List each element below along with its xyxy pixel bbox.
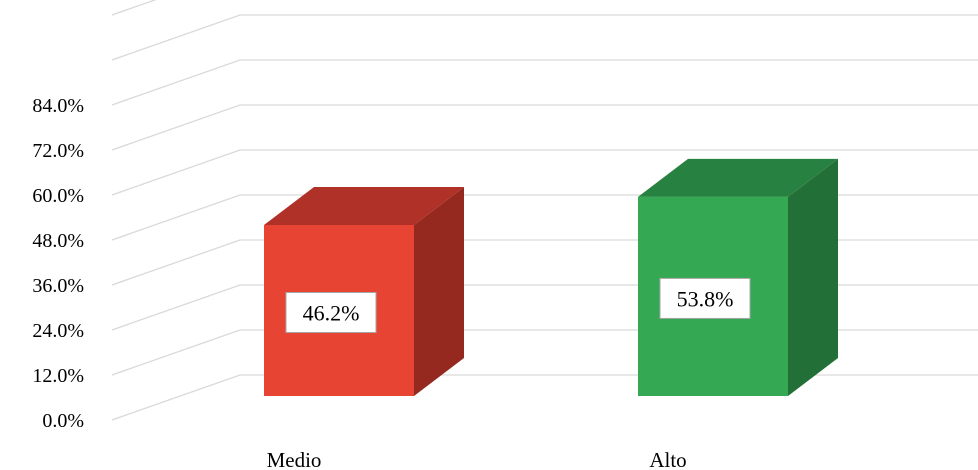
gridline — [111, 374, 978, 421]
gridline — [111, 59, 978, 106]
bar-side — [788, 158, 838, 396]
y-axis-ticks: 0.0% 12.0% 24.0% 36.0% 48.0% 60.0% 72.0% 84.0% — [32, 95, 84, 432]
bar-alto: 53.8% — [638, 158, 838, 396]
gridline — [111, 14, 978, 61]
data-label: 46.2% — [303, 301, 360, 326]
gridline — [111, 284, 978, 331]
gridline — [111, 194, 978, 241]
gridline — [111, 239, 978, 286]
bar-top — [264, 187, 464, 225]
gridline — [111, 104, 978, 151]
y-tick-label: 12.0% — [32, 365, 84, 387]
x-axis-categories: Medio Alto — [267, 448, 687, 470]
data-label-box — [659, 277, 751, 319]
gridlines — [111, 0, 978, 421]
y-tick-label: 72.0% — [32, 140, 84, 162]
y-tick-label: 0.0% — [42, 410, 84, 432]
gridline — [111, 0, 157, 16]
gridline — [111, 149, 978, 196]
y-tick-label: 48.0% — [32, 230, 84, 252]
data-label: 53.8% — [677, 286, 734, 311]
x-category-label: Medio — [267, 448, 322, 470]
bar-side — [414, 187, 464, 396]
bar-medio: 46.2% — [264, 187, 464, 396]
y-tick-label: 36.0% — [32, 275, 84, 297]
bar-top — [638, 158, 838, 197]
y-tick-label: 84.0% — [32, 95, 84, 117]
gridline — [111, 329, 978, 376]
data-label-box — [285, 292, 377, 333]
x-category-label: Alto — [649, 448, 686, 470]
bars: 46.2% 53.8% — [264, 158, 838, 396]
y-tick-label: 24.0% — [32, 320, 84, 342]
y-tick-label: 60.0% — [32, 185, 84, 207]
